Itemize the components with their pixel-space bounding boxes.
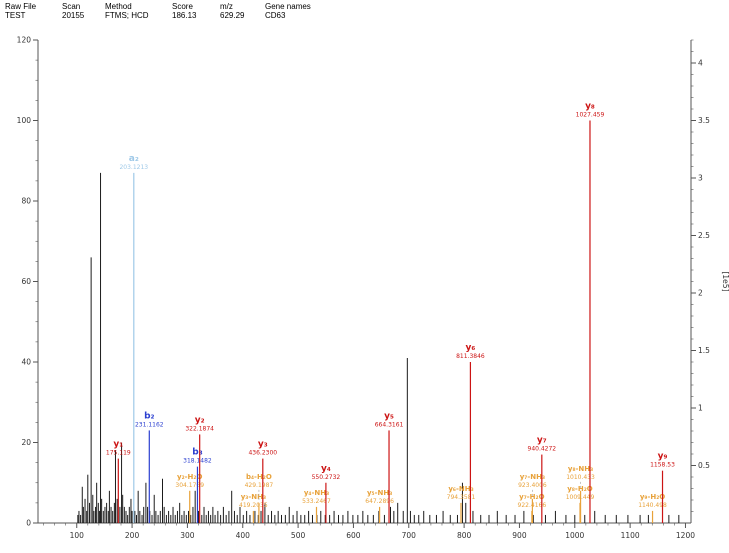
svg-text:647.2896: 647.2896 [365,498,394,505]
svg-text:940.4272: 940.4272 [528,446,557,453]
svg-text:y₁: y₁ [113,440,123,450]
svg-text:y₆-NH₃: y₆-NH₃ [448,485,473,493]
svg-text:100: 100 [70,531,85,540]
info-field-gene-names: Gene names CD63 [265,2,345,20]
svg-text:304.1769: 304.1769 [175,482,204,489]
svg-text:811.3846: 811.3846 [456,353,485,360]
svg-text:300: 300 [180,531,195,540]
svg-text:80: 80 [21,197,31,206]
svg-text:600: 600 [346,531,361,540]
svg-text:1027.459: 1027.459 [576,112,605,119]
svg-text:436.2300: 436.2300 [248,450,277,457]
info-label-method: Method [105,2,132,11]
svg-text:y₂-H₂O: y₂-H₂O [177,473,202,481]
info-value-scan: 20155 [62,11,85,20]
svg-text:b₃: b₃ [192,448,202,458]
info-field-method: Method FTMS; HCD [105,2,172,20]
svg-text:550.2732: 550.2732 [312,474,341,481]
info-value-score: 186.13 [172,11,197,20]
svg-text:y₈: y₈ [585,102,595,112]
svg-text:y₂: y₂ [195,415,205,425]
svg-text:y₇-NH₃: y₇-NH₃ [520,473,545,481]
info-value-mz: 629.29 [220,11,245,20]
svg-text:40: 40 [21,358,31,367]
info-field-mz: m/z 629.29 [220,2,265,20]
svg-text:y₄: y₄ [321,464,331,474]
info-value-raw-file: TEST [5,11,26,20]
svg-text:y₇-H₂O: y₇-H₂O [519,493,544,501]
svg-text:20: 20 [21,438,31,447]
svg-text:y₅: y₅ [384,411,394,421]
spectrum-canvas[interactable]: 100 200 300 400 500 600 700 800 900 1000 1100 12000… [0,26,729,553]
info-value-gene-names: CD63 [265,11,286,20]
info-label-gene-names: Gene names [265,2,311,11]
info-field-scan: Scan 20155 [62,2,105,20]
svg-text:a₂: a₂ [129,154,139,164]
svg-text:923.4006: 923.4006 [518,482,547,489]
svg-text:3.5: 3.5 [698,116,710,125]
svg-text:1000: 1000 [565,531,584,540]
info-field-score: Score 186.13 [172,2,220,20]
svg-text:175.119: 175.119 [106,450,131,457]
svg-text:y₉: y₉ [658,452,668,462]
svg-text:203.1213: 203.1213 [119,164,148,171]
svg-text:y₉-H₂O: y₉-H₂O [640,493,665,501]
svg-text:318.1482: 318.1482 [183,458,212,465]
info-label-mz: m/z [220,2,233,11]
svg-text:2.5: 2.5 [698,231,710,240]
svg-text:y₈-NH₃: y₈-NH₃ [568,465,593,473]
svg-text:533.2467: 533.2467 [302,498,331,505]
svg-text:2: 2 [698,289,703,298]
svg-text:500: 500 [291,531,306,540]
svg-text:120: 120 [17,36,32,45]
info-label-scan: Scan [62,2,81,11]
svg-text:0.5: 0.5 [698,461,710,470]
svg-text:b₄-H₂O: b₄-H₂O [246,473,272,481]
svg-text:231.1162: 231.1162 [135,421,164,428]
svg-text:322.1874: 322.1874 [185,425,214,432]
svg-text:y₃: y₃ [258,440,268,450]
svg-text:1010.433: 1010.433 [566,474,595,481]
svg-text:800: 800 [457,531,472,540]
svg-text:4: 4 [698,59,703,68]
svg-text:1158.53: 1158.53 [650,462,675,469]
spectrum-plot[interactable]: 100 200 300 400 500 600 700 800 900 1000 1100 1200 0… [0,26,729,553]
svg-text:1: 1 [698,404,703,413]
info-bar: Raw File TEST Scan 20155 Method FTMS; HC… [0,0,729,26]
svg-text:1200: 1200 [676,531,695,540]
svg-text:794.3581: 794.3581 [447,494,476,501]
svg-text:900: 900 [512,531,527,540]
svg-text:3: 3 [698,174,703,183]
svg-text:y₄-NH₃: y₄-NH₃ [304,489,329,497]
svg-text:y₈-H₂O: y₈-H₂O [567,485,592,493]
svg-text:y₇: y₇ [537,436,547,446]
info-label-raw-file: Raw File [5,2,37,11]
svg-text:1.5: 1.5 [698,346,710,355]
svg-text:[1e5]: [1e5] [721,271,729,291]
info-label-score: Score [172,2,193,11]
info-field-raw-file: Raw File TEST [5,2,62,20]
svg-text:100: 100 [17,116,32,125]
svg-text:429.1987: 429.1987 [245,482,274,489]
svg-text:400: 400 [236,531,251,540]
svg-text:y₆: y₆ [466,343,476,353]
svg-text:200: 200 [125,531,140,540]
svg-text:y₅-NH₃: y₅-NH₃ [367,489,392,497]
svg-text:664.3161: 664.3161 [375,421,404,428]
svg-text:y₃-NH₃: y₃-NH₃ [241,493,266,501]
info-value-method: FTMS; HCD [105,11,149,20]
svg-text:419.2035: 419.2035 [239,502,268,509]
svg-text:700: 700 [402,531,417,540]
svg-text:1140.498: 1140.498 [638,502,667,509]
svg-text:1100: 1100 [621,531,640,540]
svg-text:60: 60 [21,277,31,286]
svg-text:b₂: b₂ [144,411,154,421]
svg-text:0: 0 [26,519,31,528]
